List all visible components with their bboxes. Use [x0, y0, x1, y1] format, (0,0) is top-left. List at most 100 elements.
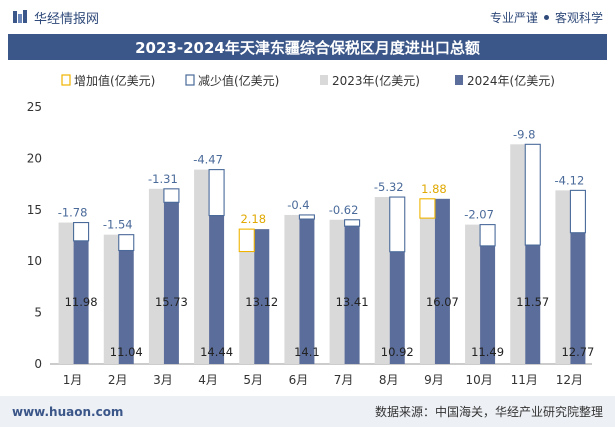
bar-2023 — [194, 169, 210, 364]
y-tick-label: 5 — [34, 306, 42, 320]
legend-label-1: 减少值(亿美元) — [198, 73, 279, 88]
diff-label: -1.78 — [58, 206, 88, 220]
decrease-marker — [524, 143, 541, 246]
bar-2024 — [118, 250, 134, 364]
bar-2023 — [284, 214, 300, 364]
bar-2024 — [480, 245, 496, 364]
bar-2023 — [58, 222, 74, 364]
decrease-marker — [73, 221, 90, 242]
x-tick-label: 2月 — [108, 373, 128, 387]
value-label-2024: 13.41 — [336, 295, 369, 309]
bar-2023 — [148, 188, 164, 364]
x-tick-label: 12月 — [556, 373, 583, 387]
footer-source: 数据来源：中国海关，华经产业研究院整理 — [374, 405, 603, 419]
tagline-left: 专业严谨 — [489, 10, 538, 25]
bar-2024 — [570, 232, 586, 364]
diff-label: 1.88 — [421, 182, 447, 196]
brand-name: 华经情报网 — [34, 11, 100, 27]
decrease-marker — [479, 224, 496, 247]
tagline: 专业严谨 客观科学 — [490, 9, 603, 26]
value-label-2024: 10.92 — [381, 345, 414, 359]
bar-2023 — [103, 234, 119, 364]
x-tick-label: 3月 — [153, 373, 173, 387]
bar-2023 — [555, 190, 571, 364]
diff-label: -9.8 — [513, 127, 535, 141]
diff-label: -4.47 — [193, 153, 223, 167]
legend-swatch-3 — [455, 75, 463, 85]
bar-2024 — [73, 240, 89, 364]
bar-2023 — [419, 218, 435, 364]
x-tick-label: 5月 — [243, 373, 263, 387]
dot-icon — [543, 14, 549, 20]
x-tick-label: 11月 — [511, 373, 538, 387]
chart: 增加值(亿美元) 减少值(亿美元) 2023年(亿美元) 2024年(亿美元) 0 5 10… — [27, 73, 595, 387]
decrease-marker — [118, 234, 135, 252]
value-label-2024: 11.49 — [471, 345, 504, 359]
bar-2024 — [299, 219, 315, 364]
y-tick-label: 25 — [27, 100, 42, 114]
bar-2024 — [434, 198, 450, 364]
diff-label: -5.32 — [374, 180, 404, 194]
diff-label: -0.4 — [287, 198, 309, 212]
value-label-2024: 11.04 — [110, 345, 143, 359]
bar-2024 — [389, 251, 405, 364]
logo-icon — [13, 10, 27, 23]
x-tick-label: 10月 — [465, 373, 492, 387]
bar-2024 — [254, 229, 270, 364]
bar-2023 — [329, 219, 345, 364]
value-label-2024: 11.98 — [65, 295, 98, 309]
footer: www.huaon.com 数据来源：中国海关，华经产业研究院整理 — [0, 396, 615, 427]
top-bar: 华经情报网 专业严谨 客观科学 — [0, 0, 615, 34]
value-label-2024: 14.44 — [200, 345, 233, 359]
diff-label: -1.31 — [148, 172, 178, 186]
value-label-2024: 15.73 — [155, 295, 188, 309]
increase-marker — [419, 198, 436, 219]
bar-2024 — [525, 245, 541, 364]
diff-label: -0.62 — [329, 203, 359, 217]
footer-url[interactable]: www.huaon.com — [12, 404, 124, 419]
brand: 华经情报网 — [12, 8, 99, 27]
diff-label: -4.12 — [555, 173, 585, 187]
x-tick-label: 1月 — [63, 373, 83, 387]
y-tick-label: 15 — [27, 203, 42, 217]
value-label-2024: 14.1 — [294, 345, 320, 359]
bar-2023 — [374, 197, 390, 364]
bar-2023 — [239, 251, 255, 364]
legend-label-0: 增加值(亿美元) — [74, 73, 155, 88]
bar-2024 — [344, 226, 360, 364]
legend-swatch-1 — [185, 74, 195, 86]
legend-label-3: 2024年(亿美元) — [467, 73, 555, 88]
x-tick-label: 9月 — [424, 373, 444, 387]
bar-2023 — [510, 144, 526, 364]
increase-marker — [238, 228, 255, 253]
decrease-marker — [569, 189, 586, 234]
y-tick-label: 10 — [27, 254, 42, 268]
x-tick-label: 4月 — [198, 373, 218, 387]
chart-title: 2023-2024年天津东疆综合保税区月度进出口总额 — [135, 38, 480, 57]
x-tick-label: 7月 — [334, 373, 354, 387]
decrease-marker — [208, 169, 225, 217]
x-tick-label: 6月 — [289, 373, 309, 387]
value-label-2024: 11.57 — [516, 295, 549, 309]
y-tick-label: 20 — [27, 151, 42, 165]
legend-swatch-2 — [320, 75, 328, 85]
y-tick-label: 0 — [34, 357, 42, 371]
chart-title-bar: 2023-2024年天津东疆综合保税区月度进出口总额 — [8, 34, 607, 60]
legend-label-2: 2023年(亿美元) — [332, 73, 420, 88]
x-tick-label: 8月 — [379, 373, 399, 387]
decrease-marker — [344, 219, 361, 227]
bar-2024 — [209, 215, 225, 364]
bar-2023 — [465, 224, 481, 364]
bar-2024 — [163, 202, 179, 364]
value-label-2024: 16.07 — [426, 295, 459, 309]
tagline-right: 客观科学 — [554, 10, 603, 25]
diff-label: 2.18 — [240, 212, 266, 226]
decrease-marker — [163, 188, 180, 203]
decrease-marker — [298, 214, 315, 220]
diff-label: -1.54 — [103, 218, 133, 232]
decrease-marker — [389, 196, 406, 253]
value-label-2024: 13.12 — [245, 295, 278, 309]
diff-label: -2.07 — [464, 208, 494, 222]
legend-swatch-0 — [61, 74, 71, 86]
value-label-2024: 12.77 — [561, 345, 594, 359]
